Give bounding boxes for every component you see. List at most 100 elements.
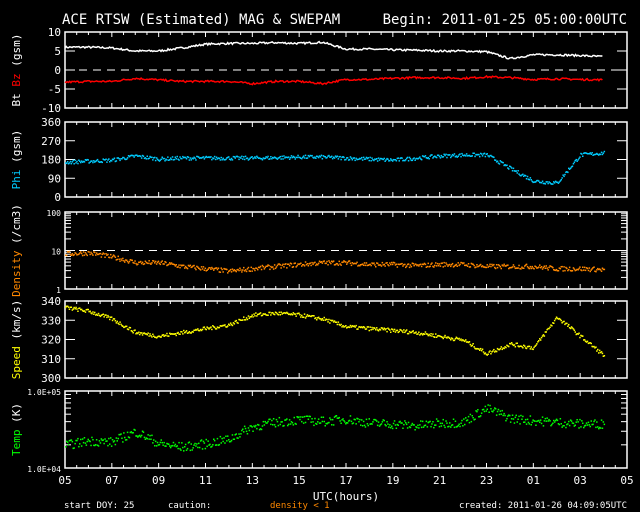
density-point (463, 262, 465, 264)
density-point (583, 266, 586, 269)
phi-point (511, 170, 514, 172)
density-point (572, 267, 575, 269)
phi-point (362, 156, 365, 159)
phi-point (110, 160, 113, 162)
density-point (158, 262, 161, 265)
density-point (134, 260, 136, 262)
phi-point (510, 167, 513, 169)
density-point (283, 266, 285, 268)
temp-point (365, 418, 368, 421)
phi-point (349, 156, 352, 158)
speed-point (591, 345, 593, 348)
density-point (455, 263, 458, 266)
phi-point (348, 158, 351, 161)
temp-point (476, 410, 478, 413)
density-point (289, 262, 292, 264)
phi-point (127, 155, 130, 157)
speed-point (556, 317, 559, 320)
phi-point (177, 158, 179, 160)
x-tick-label: 11 (199, 474, 212, 487)
density-point (552, 266, 554, 269)
density-point (388, 264, 390, 267)
temp-point (299, 418, 301, 421)
speed-point (178, 333, 180, 335)
density-point (141, 261, 144, 264)
density-point (513, 265, 516, 268)
density-point (371, 262, 373, 264)
density-point (303, 265, 306, 267)
speed-point (506, 344, 508, 347)
temp-point (86, 440, 88, 443)
density-point (549, 265, 551, 267)
speed-point (463, 339, 465, 342)
phi-point (406, 156, 409, 159)
speed-point (375, 329, 377, 331)
phi-point (114, 160, 117, 163)
density-point (396, 266, 399, 268)
density-point (375, 266, 377, 268)
speed-point (137, 332, 139, 335)
x-tick-label: 21 (433, 474, 446, 487)
speed-point (488, 351, 490, 353)
temp-point (329, 417, 331, 419)
temp-point (228, 441, 231, 443)
temp-point (494, 407, 496, 409)
speed-point (550, 324, 552, 326)
speed-point (491, 351, 493, 353)
speed-point (577, 333, 579, 335)
temp-point (337, 417, 340, 419)
phi-point (120, 158, 122, 160)
density-point (448, 264, 450, 266)
phi-point (493, 156, 495, 159)
density-point (363, 262, 366, 264)
phi-point (171, 156, 174, 158)
phi-point (553, 181, 555, 183)
temp-point (338, 416, 340, 419)
speed-point (433, 336, 435, 338)
phi-point (446, 156, 448, 159)
speed-point (118, 323, 120, 326)
temp-point (119, 433, 121, 436)
density-point (154, 260, 157, 263)
temp-point (529, 415, 532, 417)
density-point (278, 263, 281, 265)
speed-point (292, 312, 295, 314)
speed-point (227, 325, 229, 327)
temp-point (339, 420, 341, 422)
temp-point (439, 422, 442, 425)
density-point (483, 266, 486, 268)
phi-point (277, 157, 280, 159)
phi-point (317, 156, 320, 159)
speed-point (117, 322, 119, 325)
speed-point (561, 322, 563, 324)
phi-point (133, 156, 135, 158)
phi-point (519, 174, 521, 177)
density-point (166, 264, 168, 267)
phi-point (199, 157, 202, 159)
temp-point (141, 430, 144, 432)
density-point (366, 264, 369, 267)
density-point (172, 263, 175, 265)
speed-point (258, 312, 261, 315)
speed-point (445, 336, 447, 339)
density-point (175, 264, 177, 266)
temp-point (507, 415, 509, 417)
density-point (97, 253, 100, 256)
y-label-part: (gsm) (10, 130, 23, 170)
temp-point (75, 439, 77, 442)
phi-point (94, 161, 96, 163)
density-point (421, 263, 424, 265)
density-point (520, 268, 522, 270)
density-point (439, 265, 442, 267)
density-point (258, 266, 261, 269)
density-point (120, 258, 122, 260)
phi-point (361, 159, 364, 161)
density-point (420, 263, 422, 266)
phi-point (508, 168, 510, 170)
speed-point (400, 329, 402, 331)
speed-point (527, 345, 530, 348)
density-point (185, 267, 188, 269)
panel-frame (64, 390, 628, 469)
temp-point (568, 420, 570, 423)
density-point (176, 266, 178, 268)
